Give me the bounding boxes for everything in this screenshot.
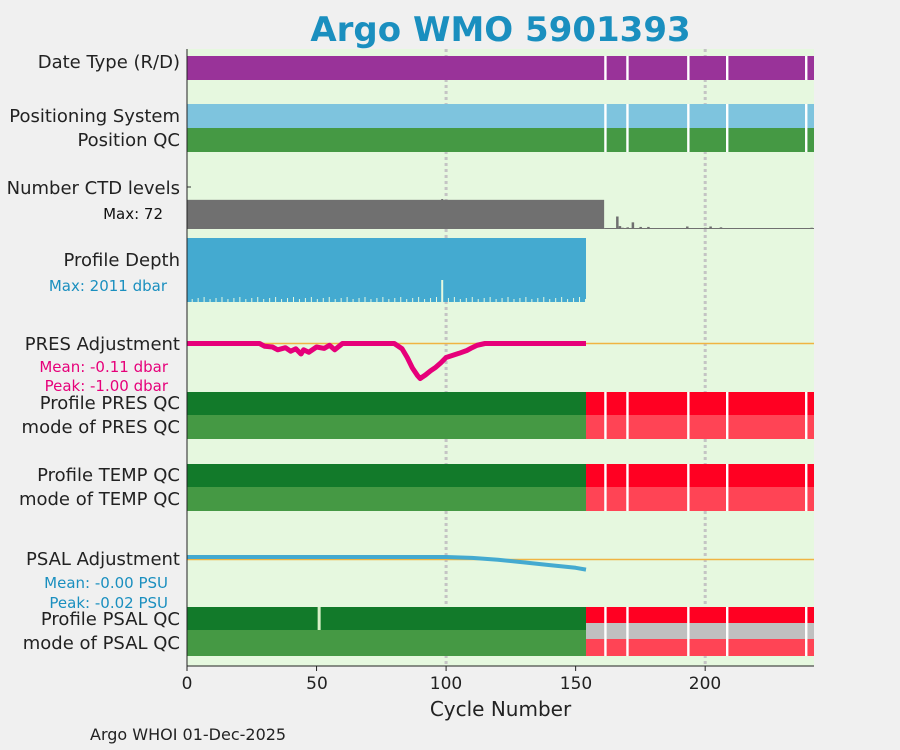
pres-adjustment-line xyxy=(187,341,586,381)
chart-title: Argo WMO 5901393 xyxy=(310,10,691,50)
profile-depth-bars xyxy=(187,238,586,302)
ctd-level-bar xyxy=(696,228,699,229)
missing-cycle-gap xyxy=(687,392,690,439)
temp-mode-qc-good xyxy=(187,487,586,511)
x-tick-label: 150 xyxy=(559,674,593,694)
temp-qc-good xyxy=(187,464,586,487)
pres-mode-qc-bad xyxy=(586,415,814,439)
missing-cycle-gap xyxy=(626,392,629,439)
missing-cycle-gap xyxy=(626,464,629,511)
missing-cycle-gap xyxy=(726,607,729,656)
ctd-level-bar xyxy=(616,216,619,229)
ctd-level-bar xyxy=(618,226,622,229)
label-psal-adjustment: PSAL Adjustment xyxy=(25,549,180,570)
ctd-level-bar xyxy=(784,228,787,229)
pres-mean-label: Mean: -0.11 dbar xyxy=(39,358,168,376)
ctd-level-bar xyxy=(737,228,741,229)
ctd-level-bar xyxy=(719,227,723,229)
missing-cycle-gap xyxy=(604,392,607,439)
ctd-level-bar xyxy=(727,228,730,229)
missing-cycle-gap xyxy=(726,464,729,511)
missing-cycle-gap xyxy=(604,607,607,656)
psal-qc-flag xyxy=(317,607,321,630)
pres-qc-good xyxy=(187,392,586,415)
ctd-level-bar xyxy=(639,226,642,229)
psal-qc-bad xyxy=(586,607,814,623)
psal-mode-qc-good xyxy=(187,630,586,656)
ctd-level-bar xyxy=(704,227,707,229)
psal-qc-good-lower xyxy=(187,623,586,630)
pres-peak-label: Peak: -1.00 dbar xyxy=(44,377,168,395)
positioning-system-band xyxy=(187,104,814,128)
missing-cycle-gap xyxy=(687,464,690,511)
missing-cycle-gap xyxy=(805,607,808,656)
ctd-level-bar xyxy=(686,226,689,229)
missing-cycle-gap xyxy=(626,56,629,80)
psal-mean-label: Mean: -0.00 PSU xyxy=(44,574,168,592)
label-pres-mode-qc: mode of PRES QC xyxy=(21,417,180,438)
ctd-level-bar xyxy=(678,228,681,229)
missing-cycle-gap xyxy=(687,607,690,656)
psal-qc-good xyxy=(187,607,586,623)
label-position-qc: Position QC xyxy=(77,130,180,151)
label-pres-adjustment: PRES Adjustment xyxy=(24,334,180,355)
x-tick-label: 200 xyxy=(688,674,722,694)
label-positioning-system: Positioning System xyxy=(9,106,180,127)
pres-qc-bad xyxy=(586,392,814,415)
ctd-levels-bars xyxy=(187,199,605,229)
missing-cycle-gap xyxy=(626,607,629,656)
psal-adjustment-line xyxy=(187,555,587,572)
label-psal-qc: Profile PSAL QC xyxy=(40,609,180,630)
ctd-level-bar xyxy=(647,226,650,229)
missing-cycle-gap xyxy=(805,104,808,152)
x-axis-label: Cycle Number xyxy=(429,697,572,721)
ctd-level-bar xyxy=(631,222,635,229)
footer-credit: Argo WHOI 01-Dec-2025 xyxy=(90,725,287,744)
x-tick-label: 50 xyxy=(306,674,328,694)
label-psal-mode-qc: mode of PSAL QC xyxy=(22,633,180,654)
label-ctd-levels: Number CTD levels xyxy=(6,178,180,199)
ctd-level-bar xyxy=(810,227,813,229)
missing-cycle-gap xyxy=(726,392,729,439)
label-date-type: Date Type (R/D) xyxy=(37,52,180,73)
position-qc-band xyxy=(187,128,814,152)
ctd-level-bar xyxy=(626,227,629,229)
missing-cycle-gap xyxy=(726,104,729,152)
x-tick-label: 0 xyxy=(181,674,193,694)
label-temp-mode-qc: mode of TEMP QC xyxy=(18,489,180,510)
ctd-level-bar xyxy=(797,228,800,229)
pres-mode-qc-good xyxy=(187,415,586,439)
missing-cycle-gap xyxy=(805,464,808,511)
label-pres-qc: Profile PRES QC xyxy=(39,393,180,414)
missing-cycle-gap xyxy=(626,104,629,152)
psal-mode-qc-bad xyxy=(586,639,814,656)
psal-peak-label: Peak: -0.02 PSU xyxy=(49,594,168,612)
label-profile-depth: Profile Depth xyxy=(63,250,180,271)
ctd-level-bar xyxy=(768,228,772,229)
date-type-band xyxy=(187,56,814,80)
missing-cycle-gap xyxy=(604,464,607,511)
ctd-level-bar xyxy=(709,226,712,229)
ctd-level-bar xyxy=(621,227,624,229)
temp-qc-bad xyxy=(586,464,814,487)
ctd-max-label: Max: 72 xyxy=(103,205,163,223)
missing-cycle-gap xyxy=(687,56,690,80)
temp-mode-qc-bad xyxy=(586,487,814,511)
missing-cycle-gap xyxy=(604,56,607,80)
missing-cycle-gap xyxy=(805,392,808,439)
missing-cycle-gap xyxy=(805,56,808,80)
x-tick-label: 100 xyxy=(429,674,463,694)
psal-qc-grey xyxy=(586,623,814,639)
label-temp-qc: Profile TEMP QC xyxy=(37,465,180,486)
missing-cycle-gap xyxy=(687,104,690,152)
ctd-level-bar xyxy=(753,228,756,229)
missing-cycle-gap xyxy=(726,56,729,80)
missing-cycle-gap xyxy=(604,104,607,152)
depth-max-label: Max: 2011 dbar xyxy=(48,277,167,295)
